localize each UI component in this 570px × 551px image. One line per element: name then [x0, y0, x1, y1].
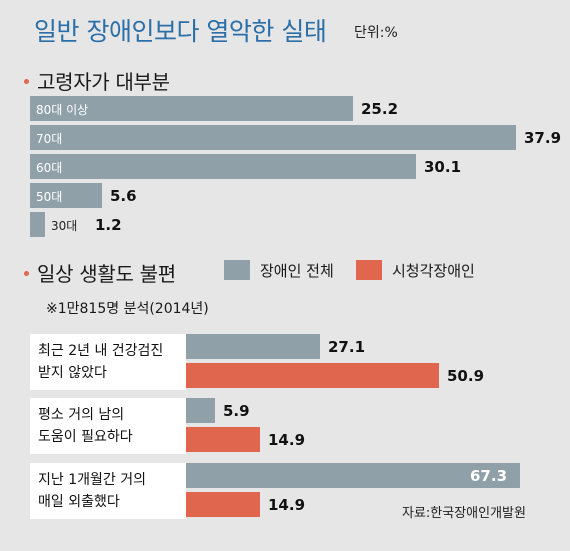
source-note: 자료:한국장애인개발원	[402, 506, 526, 521]
all-disabled-value: 5.9	[223, 402, 250, 420]
section-title-daily: 일상 생활도 불편	[24, 258, 176, 287]
age-bar	[30, 125, 516, 150]
legend-label-av: 시청각장애인	[392, 262, 475, 280]
all-disabled-value: 67.3	[470, 467, 508, 485]
age-value-label: 25.2	[361, 100, 399, 118]
av-disabled-bar	[186, 363, 439, 388]
question-line: 평소 거의 남의	[38, 407, 125, 423]
age-category-label: 30대	[51, 219, 78, 233]
all-disabled-bar	[186, 398, 215, 423]
question-line: 받지 않았다	[38, 365, 107, 381]
analysis-note: ※1만815명 분석(2014년)	[46, 301, 209, 317]
section-title-age-text: 고령자가 대부분	[37, 70, 170, 94]
av-disabled-bar	[186, 492, 260, 517]
age-bar	[30, 212, 45, 237]
question-line: 도움이 필요하다	[38, 429, 133, 445]
question-line: 최근 2년 내 건강검진	[38, 343, 164, 359]
av-disabled-value: 14.9	[268, 431, 306, 449]
legend-swatch-av	[356, 260, 382, 280]
age-category-label: 50대	[36, 190, 63, 204]
bullet-icon	[24, 79, 29, 84]
question-line: 매일 외출했다	[38, 494, 120, 510]
all-disabled-bar	[186, 334, 320, 359]
age-bar	[30, 183, 102, 208]
age-bar	[30, 154, 416, 179]
age-value-label: 37.9	[524, 129, 562, 147]
all-disabled-value: 27.1	[328, 338, 366, 356]
chart-title: 일반 장애인보다 열악한 실태	[34, 17, 327, 46]
age-value-label: 5.6	[110, 187, 137, 205]
av-disabled-value: 50.9	[447, 367, 485, 385]
age-bar	[30, 96, 353, 121]
unit-label: 단위:%	[354, 25, 398, 41]
section-title-age: 고령자가 대부분	[24, 66, 170, 95]
legend-swatch-all	[224, 260, 250, 280]
legend-label-all: 장애인 전체	[260, 262, 334, 280]
av-disabled-value: 14.9	[268, 496, 306, 514]
age-value-label: 30.1	[424, 158, 462, 176]
bullet-icon	[24, 271, 29, 276]
age-value-label: 1.2	[95, 216, 122, 234]
age-category-label: 70대	[36, 132, 63, 146]
av-disabled-bar	[186, 427, 260, 452]
age-category-label: 60대	[36, 161, 63, 175]
all-disabled-bar	[186, 463, 520, 488]
section-title-daily-text: 일상 생활도 불편	[37, 262, 176, 286]
age-category-label: 80대 이상	[36, 103, 89, 117]
question-line: 지난 1개월간 거의	[38, 472, 146, 488]
